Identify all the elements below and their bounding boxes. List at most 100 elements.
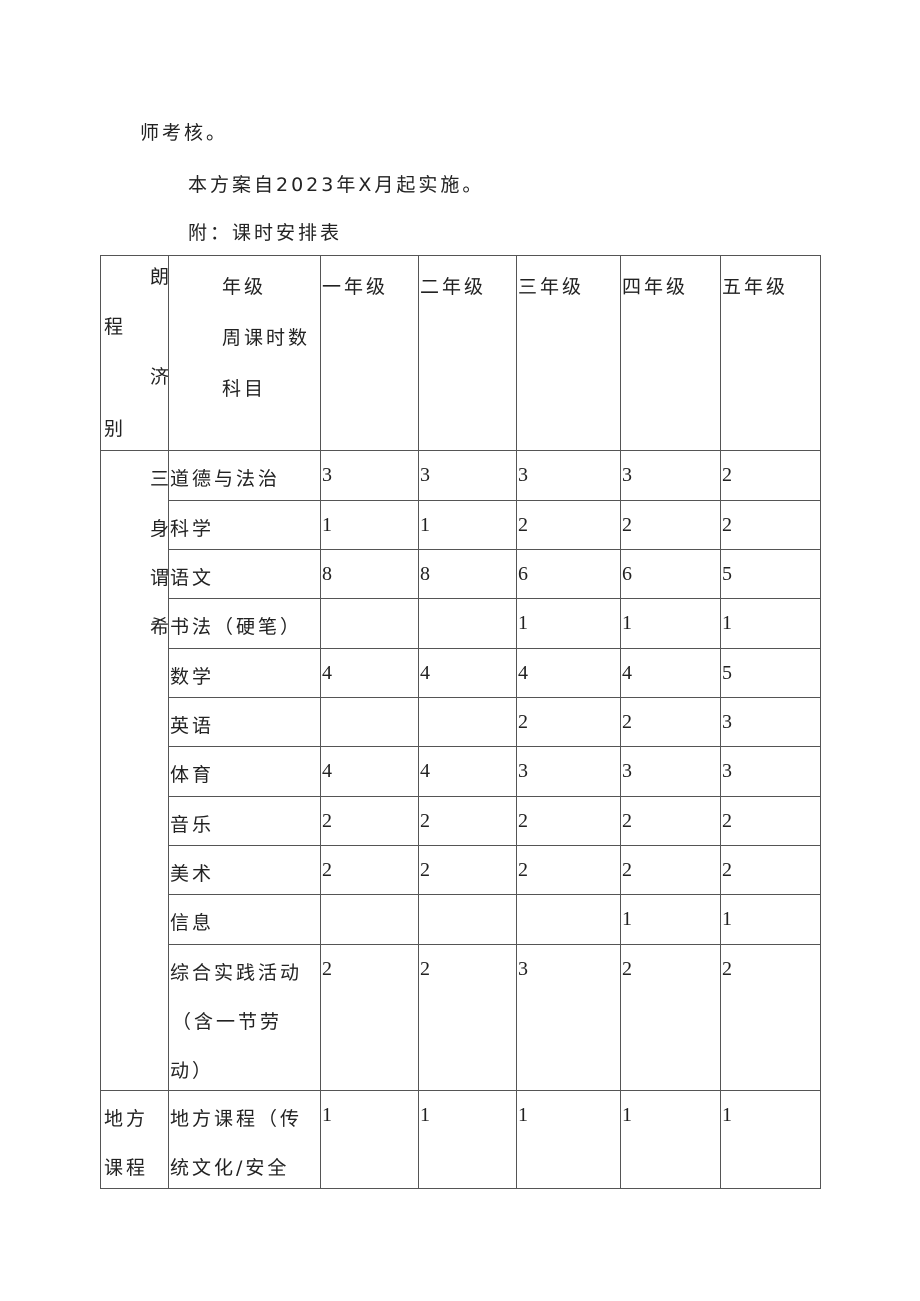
paragraph: 本方案自2023年X月起实施。 (188, 174, 485, 196)
category-label: 地方 (104, 1108, 149, 1130)
subject-name: 美术 (170, 863, 215, 885)
grade-header: 二年级 (420, 276, 487, 298)
hours-value: 3 (322, 464, 332, 486)
hours-value: 3 (420, 464, 430, 486)
hours-value: 5 (722, 563, 732, 585)
hours-value: 1 (622, 908, 632, 930)
hours-value: 3 (518, 464, 528, 486)
column-divider (820, 255, 821, 1189)
hours-value: 1 (622, 1104, 632, 1126)
row-divider (168, 598, 821, 599)
category-label-fragment: 希 (150, 616, 168, 638)
hours-value: 2 (622, 711, 632, 733)
row-divider (168, 796, 821, 797)
subject-name: 数学 (170, 666, 215, 688)
row-divider (168, 845, 821, 846)
row-divider (168, 944, 821, 945)
hours-value: 2 (722, 810, 732, 832)
subject-name: 动） (170, 1060, 215, 1082)
row-divider (168, 500, 821, 501)
hours-value: 3 (622, 464, 632, 486)
hours-value: 2 (322, 859, 332, 881)
subject-name: 地方课程（传 (170, 1108, 303, 1130)
subject-name: 语文 (170, 567, 215, 589)
grade-header: 一年级 (322, 276, 389, 298)
hours-value: 1 (322, 514, 332, 536)
hours-value: 1 (518, 1104, 528, 1126)
hours-value: 2 (322, 810, 332, 832)
category-label-fragment: 谓 (150, 567, 168, 589)
category-label-fragment: 三 (150, 468, 168, 490)
hours-value: 1 (420, 514, 430, 536)
hours-value: 4 (322, 662, 332, 684)
hours-value: 3 (518, 760, 528, 782)
column-divider (418, 255, 419, 1189)
hours-value: 2 (622, 958, 632, 980)
grade-header: 四年级 (622, 276, 689, 298)
category-label-fragment: 身 (150, 518, 168, 540)
hours-value: 4 (622, 662, 632, 684)
hours-value: 4 (322, 760, 332, 782)
hours-value: 1 (420, 1104, 430, 1126)
hours-value: 2 (722, 859, 732, 881)
hours-value: 2 (622, 859, 632, 881)
hours-value: 2 (518, 810, 528, 832)
hours-value: 2 (518, 859, 528, 881)
column-divider (516, 255, 517, 1189)
subject-name: 道德与法治 (170, 468, 281, 490)
column-divider (100, 255, 101, 1189)
hours-value: 2 (420, 859, 430, 881)
hours-value: 4 (420, 760, 430, 782)
hours-value: 1 (722, 1104, 732, 1126)
hours-value: 1 (722, 612, 732, 634)
subject-name: 英语 (170, 715, 215, 737)
row-divider (168, 894, 821, 895)
hours-value: 2 (722, 958, 732, 980)
row-divider (168, 648, 821, 649)
hours-value: 5 (722, 662, 732, 684)
hours-value: 2 (518, 711, 528, 733)
column-divider (168, 255, 169, 1189)
hours-value: 2 (722, 514, 732, 536)
paragraph: 附：课时安排表 (188, 222, 343, 244)
hours-value: 3 (622, 760, 632, 782)
subject-name: 信息 (170, 912, 215, 934)
row-divider (168, 746, 821, 747)
header-text: 别 (104, 418, 127, 440)
header-label: 年级 (222, 276, 267, 298)
subject-name: 科学 (170, 518, 215, 540)
hours-value: 2 (518, 514, 528, 536)
hours-value: 3 (722, 711, 732, 733)
hours-value: 6 (518, 563, 528, 585)
header-text: 朗 (150, 266, 168, 288)
hours-value: 2 (420, 810, 430, 832)
grade-header: 五年级 (722, 276, 789, 298)
hours-value: 1 (518, 612, 528, 634)
table-border (100, 255, 821, 256)
grade-header: 三年级 (518, 276, 585, 298)
hours-value: 2 (722, 464, 732, 486)
table-border (100, 450, 821, 451)
hours-value: 3 (518, 958, 528, 980)
hours-value: 8 (420, 563, 430, 585)
hours-value: 4 (420, 662, 430, 684)
hours-value: 1 (322, 1104, 332, 1126)
subject-name: （含一节劳 (172, 1011, 283, 1033)
header-text: 程 (104, 316, 127, 338)
subject-name: 统文化/安全 (170, 1157, 290, 1179)
paragraph: 师考核。 (140, 122, 229, 144)
row-divider (168, 549, 821, 550)
hours-value: 2 (322, 958, 332, 980)
hours-value: 2 (622, 810, 632, 832)
subject-name: 书法（硬笔） (170, 616, 303, 638)
header-label: 科目 (222, 378, 267, 400)
subject-name: 综合实践活动 (170, 962, 303, 984)
hours-value: 1 (622, 612, 632, 634)
table-border (100, 1188, 821, 1189)
hours-value: 4 (518, 662, 528, 684)
subject-name: 音乐 (170, 814, 215, 836)
hours-value: 8 (322, 563, 332, 585)
hours-value: 6 (622, 563, 632, 585)
header-label: 周课时数 (222, 327, 311, 349)
header-text: 济 (150, 366, 168, 388)
